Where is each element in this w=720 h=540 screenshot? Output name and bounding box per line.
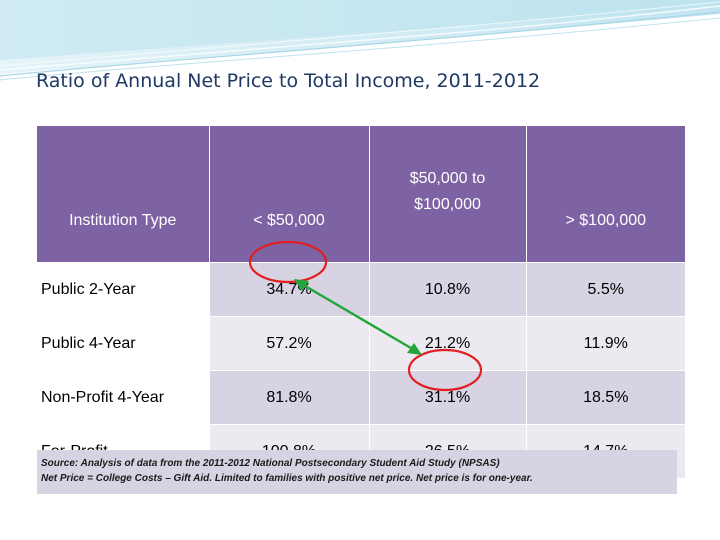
header-over-100k: > $100,000 bbox=[525, 126, 685, 263]
decorative-wave-banner bbox=[0, 0, 720, 81]
source-line: Source: Analysis of data from the 2011-2… bbox=[41, 458, 500, 469]
page-title: Ratio of Annual Net Price to Total Incom… bbox=[36, 70, 541, 92]
header-50k-100k-line2: $100,000 bbox=[414, 196, 481, 213]
header-institution-type: Institution Type bbox=[37, 126, 209, 263]
value-cell: 10.8% bbox=[368, 262, 526, 317]
table-row: Public 4-Year 57.2% 21.2% 11.9% bbox=[37, 316, 685, 371]
value-cell: 81.8% bbox=[208, 370, 369, 425]
value-cell: 11.9% bbox=[525, 316, 685, 371]
source-note: Source: Analysis of data from the 2011-2… bbox=[37, 450, 677, 494]
value-cell: 57.2% bbox=[208, 316, 369, 371]
header-under-50k: < $50,000 bbox=[208, 126, 369, 263]
definition-line: Net Price = College Costs – Gift Aid. Li… bbox=[41, 473, 533, 484]
value-cell: 5.5% bbox=[525, 262, 685, 317]
institution-type-cell: Public 2-Year bbox=[37, 262, 209, 317]
header-50k-100k: $50,000 to $100,000 bbox=[368, 126, 526, 263]
header-50k-100k-line1: $50,000 to bbox=[409, 170, 486, 187]
value-cell: 18.5% bbox=[525, 370, 685, 425]
value-cell: 21.2% bbox=[368, 316, 526, 371]
net-price-table: Institution Type < $50,000 $50,000 to $1… bbox=[37, 126, 685, 478]
institution-type-cell: Public 4-Year bbox=[37, 316, 209, 371]
value-cell: 31.1% bbox=[368, 370, 526, 425]
table-row: Non-Profit 4-Year 81.8% 31.1% 18.5% bbox=[37, 370, 685, 425]
header-row: Institution Type < $50,000 $50,000 to $1… bbox=[37, 126, 685, 263]
institution-type-cell: Non-Profit 4-Year bbox=[37, 370, 209, 425]
value-cell: 34.7% bbox=[208, 262, 369, 317]
table-row: Public 2-Year 34.7% 10.8% 5.5% bbox=[37, 262, 685, 317]
